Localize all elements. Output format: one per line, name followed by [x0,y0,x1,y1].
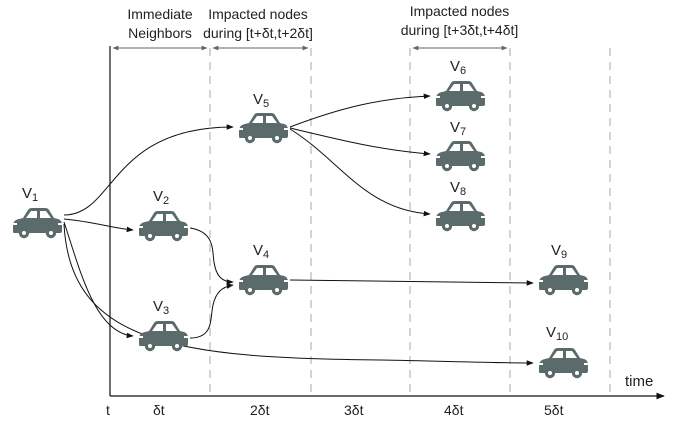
impacted-nodes-a-header: Impacted nodes during [t+δt,t+2δt] [199,5,317,43]
car-icon [13,208,62,239]
car-icon [539,265,588,296]
vehicle-label-v9: V9 [551,242,568,262]
immediate-neighbors-line2: Neighbors [128,25,192,41]
impacted-nodes-b-header: Impacted nodes during [t+3δt,t+4δt] [392,2,527,40]
tick-label-3: 3δt [344,402,364,418]
car-icon [436,201,485,232]
car-icon [139,321,188,352]
vehicle-label-v8: V8 [450,179,467,199]
time-axis-label: time [625,373,654,390]
impacted-nodes-a-line2: during [t+δt,t+2δt] [203,25,313,41]
edge-v5-v8 [289,128,431,217]
edge-v1-v10 [63,223,534,366]
immediate-neighbors-header: Immediate Neighbors [114,5,206,43]
edge-v3-v4 [189,283,234,339]
car-icon [239,265,288,296]
immediate-neighbors-line1: Immediate [127,6,193,22]
edge-v1-v5 [63,124,234,216]
tick-label-5: 5δt [544,402,564,418]
tick-label-2: 2δt [250,402,270,418]
vehicle-label-v6: V6 [450,58,467,78]
car-icon [436,81,485,112]
vehicle-label-v1: V1 [22,185,39,205]
edge-v1-v3 [63,221,134,339]
car-icon [539,348,588,379]
impacted-nodes-b-line1: Impacted nodes [409,3,510,19]
vehicle-label-v7: V7 [450,119,467,139]
car-icon [239,113,288,144]
vehicle-label-v4: V4 [253,242,270,262]
tick-label-4: 4δt [444,402,464,418]
tick-label-t: t [106,402,110,418]
edge-v2-v4 [189,227,234,285]
vehicle-label-v5: V5 [253,91,270,111]
edge-v1-v2 [63,218,134,233]
vehicle-label-v3: V3 [153,298,170,318]
edge-v5-v7 [289,127,431,157]
edge-v4-v9 [289,279,534,286]
vehicle-label-v2: V2 [153,188,170,208]
car-icon [436,141,485,172]
tick-label-1: δt [153,402,165,418]
impacted-nodes-a-line1: Impacted nodes [208,6,308,22]
edge-v5-v6 [289,93,431,128]
vehicle-label-v10: V10 [546,324,569,344]
impacted-nodes-b-line2: during [t+3δt,t+4δt] [400,22,519,38]
car-icon [139,211,188,242]
